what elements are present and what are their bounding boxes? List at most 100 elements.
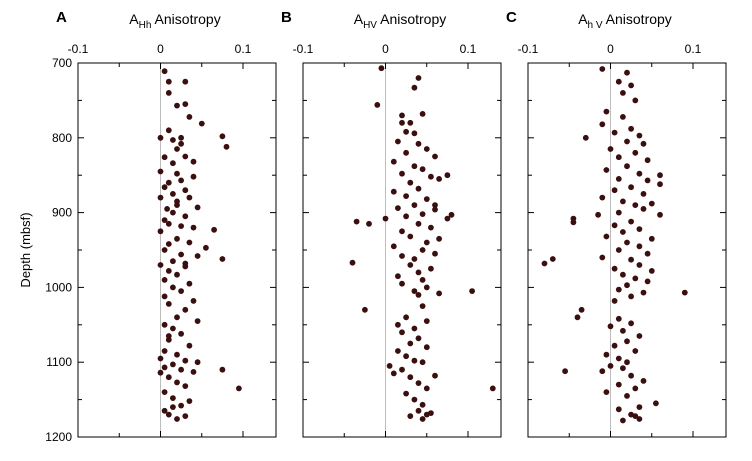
- data-point: [165, 90, 172, 96]
- x-tick-label: -0.1: [518, 42, 539, 56]
- data-point: [620, 365, 626, 372]
- data-point: [390, 188, 397, 195]
- data-point: [178, 177, 185, 184]
- data-point: [165, 179, 172, 186]
- data-point: [657, 172, 663, 179]
- data-point: [403, 314, 409, 321]
- data-point: [403, 213, 409, 220]
- data-point: [165, 241, 172, 247]
- data-point: [624, 359, 630, 366]
- data-point: [170, 191, 176, 197]
- data-point: [624, 338, 630, 345]
- data-point: [390, 158, 397, 165]
- data-point: [165, 333, 172, 339]
- data-point: [403, 390, 409, 397]
- data-point: [640, 206, 647, 212]
- data-point: [599, 194, 606, 201]
- data-point: [611, 222, 618, 229]
- data-point: [403, 149, 409, 156]
- data-point: [182, 357, 189, 364]
- data-point: [436, 235, 442, 242]
- data-point: [615, 247, 622, 253]
- data-point: [161, 364, 168, 371]
- data-point: [624, 163, 630, 170]
- data-point: [415, 292, 422, 298]
- data-point: [423, 284, 430, 291]
- data-point: [603, 389, 610, 395]
- data-point: [403, 353, 409, 360]
- data-point: [407, 119, 414, 126]
- data-point: [428, 173, 434, 180]
- data-point: [615, 78, 622, 85]
- data-point: [170, 160, 176, 167]
- data-point: [190, 224, 197, 231]
- panel-c: -0.1 0 0.1 C Ah V Anisotropy: [506, 9, 727, 438]
- data-point: [399, 366, 405, 373]
- data-point: [653, 400, 659, 407]
- data-point: [415, 407, 422, 414]
- data-point: [186, 398, 193, 404]
- data-point: [444, 172, 451, 179]
- data-point: [636, 416, 643, 422]
- data-point: [411, 130, 418, 137]
- data-point: [182, 213, 189, 220]
- data-point: [615, 406, 622, 413]
- data-point: [399, 170, 405, 177]
- data-point: [161, 154, 168, 161]
- data-point: [411, 84, 418, 91]
- panel-title: AHh Anisotropy: [129, 11, 220, 31]
- y-tick-label: 700: [52, 56, 72, 70]
- data-point: [628, 184, 634, 191]
- data-point: [636, 170, 643, 177]
- data-point: [628, 293, 634, 300]
- data-point: [161, 217, 168, 224]
- data-point: [182, 413, 189, 419]
- data-point: [419, 211, 426, 218]
- data-point: [636, 262, 643, 268]
- data-point: [236, 385, 242, 392]
- data-point: [407, 262, 414, 268]
- panel-letter: C: [506, 9, 517, 26]
- data-point: [190, 298, 197, 304]
- data-point: [170, 395, 176, 401]
- panel-title-main: A: [578, 11, 588, 27]
- data-point: [570, 219, 577, 226]
- data-point: [411, 202, 418, 209]
- data-point: [607, 323, 614, 330]
- data-point: [615, 154, 622, 161]
- data-point: [186, 342, 193, 349]
- data-point: [178, 330, 185, 337]
- data-point: [190, 369, 197, 375]
- data-point: [174, 416, 180, 422]
- data-point: [157, 194, 164, 201]
- data-point: [170, 284, 176, 291]
- data-point: [174, 351, 180, 358]
- data-point: [165, 301, 172, 307]
- data-point: [644, 157, 651, 164]
- data-point: [632, 385, 639, 392]
- data-point: [582, 134, 589, 141]
- plot-frame: [527, 62, 727, 438]
- data-point: [219, 366, 226, 373]
- data-point: [161, 184, 168, 191]
- data-point: [164, 206, 171, 212]
- data-point: [549, 256, 556, 262]
- data-point: [628, 218, 634, 225]
- data-point: [374, 102, 381, 108]
- panel-letter: A: [56, 9, 67, 26]
- panel-title-main: A: [129, 11, 139, 27]
- data-point: [599, 66, 606, 72]
- x-tick-label: -0.1: [68, 42, 89, 56]
- data-point: [382, 215, 389, 222]
- data-point: [415, 185, 422, 192]
- data-point: [190, 173, 197, 180]
- data-point: [165, 411, 172, 418]
- data-point: [432, 153, 438, 160]
- data-point: [411, 256, 418, 262]
- data-point: [628, 256, 634, 263]
- data-point: [624, 393, 630, 399]
- data-point: [636, 404, 643, 410]
- data-point: [428, 265, 434, 272]
